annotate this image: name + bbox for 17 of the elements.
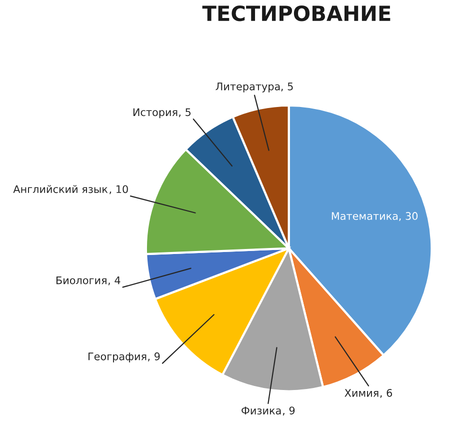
slice-label: История [133,108,178,118]
data-label: , 5 [178,108,191,118]
data-label: , 9 [282,406,295,416]
slice-label: Физика [242,406,281,414]
data-label: , 10 [110,185,128,194]
slice-label: География [88,352,146,362]
data-label: , 4 [108,276,120,286]
chart-title: ТЕСТИРОВАНИЕ [202,5,390,22]
data-label: , 30 [399,212,418,221]
slice-label: Математика [332,212,398,220]
data-label: , 6 [380,388,392,398]
slice-label: Английский язык [13,185,108,194]
data-label: , 9 [148,352,160,362]
slice-label: Химия [344,389,378,397]
slice-label: Литература [216,82,280,92]
slice-label: Биология [56,276,106,284]
data-label: , 5 [281,82,293,92]
